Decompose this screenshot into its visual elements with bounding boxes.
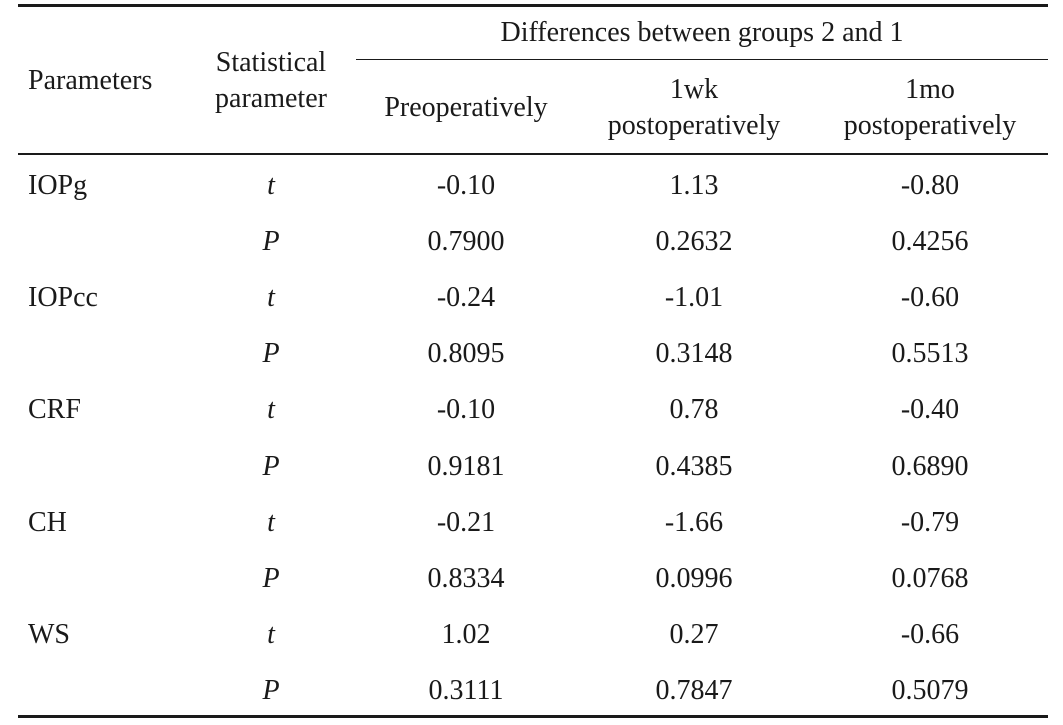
cell-1wk: -1.01 [664,282,724,313]
cell-1mo: -0.40 [900,394,960,425]
cell-parameter: WS [28,619,70,650]
header-group-differences: Differences between groups 2 and 1 [500,17,904,48]
cell-preoperatively: 1.02 [441,619,491,650]
cell-1mo: -0.79 [900,507,960,538]
cell-1mo: 0.0768 [891,563,969,594]
group-header-rule [356,59,1048,60]
cell-1wk: 0.78 [669,394,719,425]
header-rule [18,153,1048,155]
header-1mo-line1: 1mo [905,74,955,105]
cell-parameter: CRF [28,394,81,425]
header-1wk-postoperatively: 1wk postoperatively [576,72,812,144]
cell-preoperatively: 0.8334 [427,563,505,594]
cell-1wk: -1.66 [664,507,724,538]
cell-1wk: 0.4385 [655,451,733,482]
cell-statistic: P [262,563,280,594]
header-1wk-line2: postoperatively [607,110,781,141]
cell-statistic: P [262,675,280,706]
cell-1wk: 0.2632 [655,226,733,257]
cell-preoperatively: 0.7900 [427,226,505,257]
cell-1mo: 0.5079 [891,675,969,706]
header-preoperatively: Preoperatively [384,92,548,123]
cell-statistic: t [267,507,275,538]
cell-1wk: 0.0996 [655,563,733,594]
cell-statistic: P [262,451,280,482]
cell-1mo: -0.80 [900,170,960,201]
cell-statistic: P [262,338,280,369]
cell-statistic: t [267,619,275,650]
cell-preoperatively: -0.21 [436,507,496,538]
bottom-rule [18,715,1048,718]
cell-parameter: CH [28,507,67,538]
statistics-table: Parameters Statistical parameter Differe… [18,0,1048,725]
cell-1wk: 0.3148 [655,338,733,369]
cell-preoperatively: -0.24 [436,282,496,313]
cell-1mo: -0.66 [900,619,960,650]
cell-1wk: 1.13 [669,170,719,201]
header-parameters: Parameters [28,65,153,96]
cell-1mo: 0.5513 [891,338,969,369]
top-rule [18,4,1048,7]
header-1mo-line2: postoperatively [843,110,1017,141]
cell-1wk: 0.7847 [655,675,733,706]
cell-preoperatively: 0.9181 [427,451,505,482]
cell-1wk: 0.27 [669,619,719,650]
cell-1mo: -0.60 [900,282,960,313]
cell-parameter: IOPg [28,170,88,201]
cell-statistic: P [262,226,280,257]
cell-statistic: t [267,170,275,201]
cell-statistic: t [267,282,275,313]
cell-1mo: 0.6890 [891,451,969,482]
cell-preoperatively: -0.10 [436,394,496,425]
cell-1mo: 0.4256 [891,226,969,257]
header-1wk-line1: 1wk [669,74,719,105]
cell-preoperatively: 0.3111 [428,675,504,706]
cell-preoperatively: 0.8095 [427,338,505,369]
header-statistical-line1: Statistical [215,47,327,78]
header-statistical-line2: parameter [215,83,327,114]
cell-parameter: IOPcc [28,282,98,313]
header-statistical-parameter: Statistical parameter [196,45,346,117]
header-1mo-postoperatively: 1mo postoperatively [812,72,1048,144]
cell-statistic: t [267,394,275,425]
cell-preoperatively: -0.10 [436,170,496,201]
